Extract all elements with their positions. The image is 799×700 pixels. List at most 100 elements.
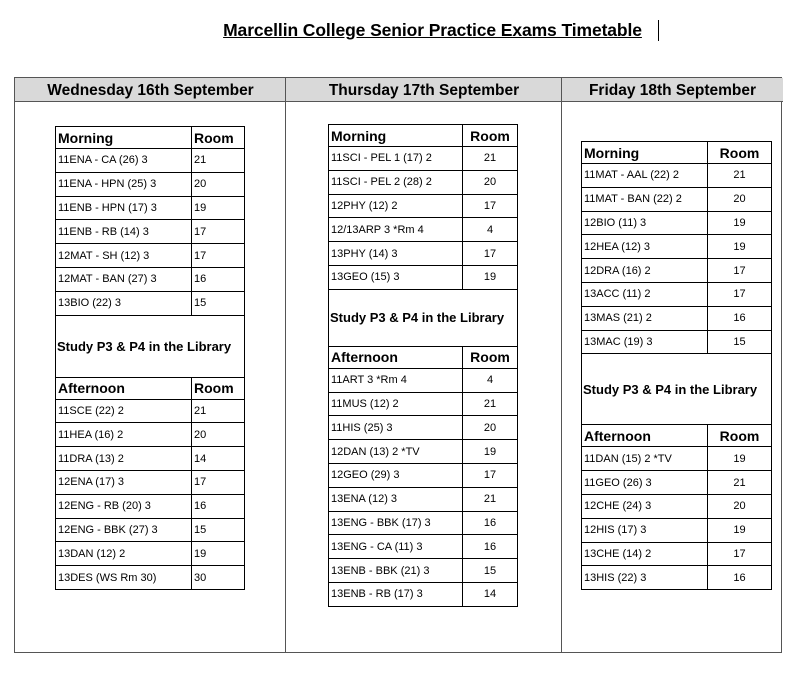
exam-room: 14 — [462, 581, 518, 607]
exam-name: 13ENB - RB (17) 3 — [328, 581, 463, 607]
exam-row: 11HEA (16) 2 20 — [55, 422, 245, 448]
exam-name: 12/13ARP 3 *Rm 4 — [328, 217, 463, 243]
exam-row: 11MUS (12) 2 21 — [328, 391, 518, 417]
exam-row: 11GEO (26) 3 21 — [581, 470, 772, 495]
exam-room: 16 — [462, 510, 518, 536]
exam-room: 17 — [462, 462, 518, 488]
exam-name: 11HIS (25) 3 — [328, 415, 463, 441]
exam-name: 11MUS (12) 2 — [328, 391, 463, 417]
exam-room: 19 — [707, 234, 772, 260]
exam-row: 11DRA (13) 2 14 — [55, 446, 245, 471]
exam-row: 11ENB - HPN (17) 3 19 — [55, 195, 245, 221]
exam-room: 19 — [707, 210, 772, 236]
exam-room: 17 — [191, 219, 245, 245]
exam-row: 13BIO (22) 3 15 — [55, 290, 245, 316]
exam-room: 17 — [707, 281, 772, 307]
room-header: Room — [707, 141, 772, 164]
morning-label: Morning — [581, 141, 708, 164]
exam-row: 12ENA (17) 3 17 — [55, 469, 245, 495]
exam-row: 13DAN (12) 2 19 — [55, 541, 245, 567]
exam-row: 11ENA - HPN (25) 3 20 — [55, 171, 245, 197]
exam-name: 11HEA (16) 2 — [55, 422, 192, 448]
exam-row: 11ENB - RB (14) 3 17 — [55, 219, 245, 245]
exam-room: 30 — [191, 565, 245, 590]
afternoon-label: Afternoon — [55, 376, 192, 400]
exam-name: 11ENB - RB (14) 3 — [55, 219, 192, 245]
exam-name: 11MAT - AAL (22) 2 — [581, 163, 708, 188]
exam-row: 13MAS (21) 2 16 — [581, 305, 772, 331]
study-row: Study P3 & P4 in the Library — [581, 353, 772, 426]
exam-room: 21 — [462, 146, 518, 171]
study-row: Study P3 & P4 in the Library — [328, 288, 518, 347]
exam-room: 20 — [707, 186, 772, 212]
exam-row: 11DAN (15) 2 *TV 19 — [581, 446, 772, 472]
exam-room: 21 — [462, 391, 518, 417]
exam-room: 19 — [462, 439, 518, 464]
exam-room: 21 — [707, 470, 772, 495]
exam-row: 11ENA - CA (26) 3 21 — [55, 148, 245, 173]
exam-row: 11HIS (25) 3 20 — [328, 415, 518, 441]
room-header: Room — [191, 126, 245, 149]
exam-name: 13ENG - CA (11) 3 — [328, 534, 463, 560]
timetable-grid: Wednesday 16th September Morning Room 11ENA… — [14, 77, 783, 653]
exam-room: 21 — [191, 148, 245, 173]
exam-room: 16 — [707, 305, 772, 331]
exam-room: 16 — [707, 565, 772, 591]
morning-header-row: Morning Room — [55, 126, 245, 149]
exam-row: 11SCI - PEL 2 (28) 2 20 — [328, 169, 518, 195]
exam-name: 12MAT - SH (12) 3 — [55, 243, 192, 268]
exam-name: 11DRA (13) 2 — [55, 446, 192, 471]
afternoon-label: Afternoon — [328, 345, 463, 369]
exam-name: 11ART 3 *Rm 4 — [328, 367, 463, 393]
exam-room: 16 — [462, 534, 518, 560]
exam-room: 15 — [191, 517, 245, 543]
exam-row: 13CHE (14) 2 17 — [581, 541, 772, 567]
exam-name: 13GEO (15) 3 — [328, 264, 463, 290]
exam-name: 13CHE (14) 2 — [581, 541, 708, 567]
room-header: Room — [191, 376, 245, 400]
exam-room: 19 — [707, 517, 772, 543]
exam-row: 12DRA (16) 2 17 — [581, 258, 772, 283]
page-title: Marcellin College Senior Practice Exams … — [223, 20, 642, 40]
exam-row: 12HEA (12) 3 19 — [581, 234, 772, 260]
exam-name: 13BIO (22) 3 — [55, 290, 192, 316]
exam-room: 4 — [462, 367, 518, 393]
exam-table: Morning Room 11SCI - PEL 1 (17) 2 21 11SCI -… — [328, 124, 518, 607]
exam-row: 12MAT - SH (12) 3 17 — [55, 243, 245, 268]
exam-name: 13MAC (19) 3 — [581, 329, 708, 355]
exam-name: 12BIO (11) 3 — [581, 210, 708, 236]
exam-row: 13MAC (19) 3 15 — [581, 329, 772, 355]
morning-header-row: Morning Room — [581, 141, 772, 164]
afternoon-header-row: Afternoon Room — [55, 376, 245, 400]
room-header: Room — [462, 345, 518, 369]
exam-row: 12ENG - BBK (27) 3 15 — [55, 517, 245, 543]
exam-name: 11ENA - CA (26) 3 — [55, 148, 192, 173]
text-cursor — [658, 20, 659, 41]
exam-name: 13DAN (12) 2 — [55, 541, 192, 567]
exam-room: 19 — [707, 446, 772, 472]
exam-name: 11MAT - BAN (22) 2 — [581, 186, 708, 212]
exam-name: 13ENB - BBK (21) 3 — [328, 558, 463, 583]
exam-name: 12DAN (13) 2 *TV — [328, 439, 463, 464]
day-heading: Friday 18th September — [562, 78, 783, 102]
exam-name: 11SCI - PEL 2 (28) 2 — [328, 169, 463, 195]
exam-row: 13ENA (12) 3 21 — [328, 486, 518, 512]
exam-row: 13HIS (22) 3 16 — [581, 565, 772, 591]
exam-row: 12BIO (11) 3 19 — [581, 210, 772, 236]
exam-name: 12MAT - BAN (27) 3 — [55, 266, 192, 292]
exam-room: 15 — [191, 290, 245, 316]
day-heading: Wednesday 16th September — [15, 78, 286, 102]
exam-name: 12PHY (12) 2 — [328, 193, 463, 219]
study-row: Study P3 & P4 in the Library — [55, 314, 245, 378]
exam-room: 17 — [462, 193, 518, 219]
afternoon-label: Afternoon — [581, 424, 708, 448]
exam-room: 17 — [191, 469, 245, 495]
exam-name: 12ENG - BBK (27) 3 — [55, 517, 192, 543]
exam-room: 20 — [462, 415, 518, 441]
exam-room: 20 — [191, 422, 245, 448]
afternoon-header-row: Afternoon Room — [581, 424, 772, 448]
exam-row: 11MAT - AAL (22) 2 21 — [581, 163, 772, 188]
exam-room: 17 — [707, 541, 772, 567]
exam-name: 11DAN (15) 2 *TV — [581, 446, 708, 472]
